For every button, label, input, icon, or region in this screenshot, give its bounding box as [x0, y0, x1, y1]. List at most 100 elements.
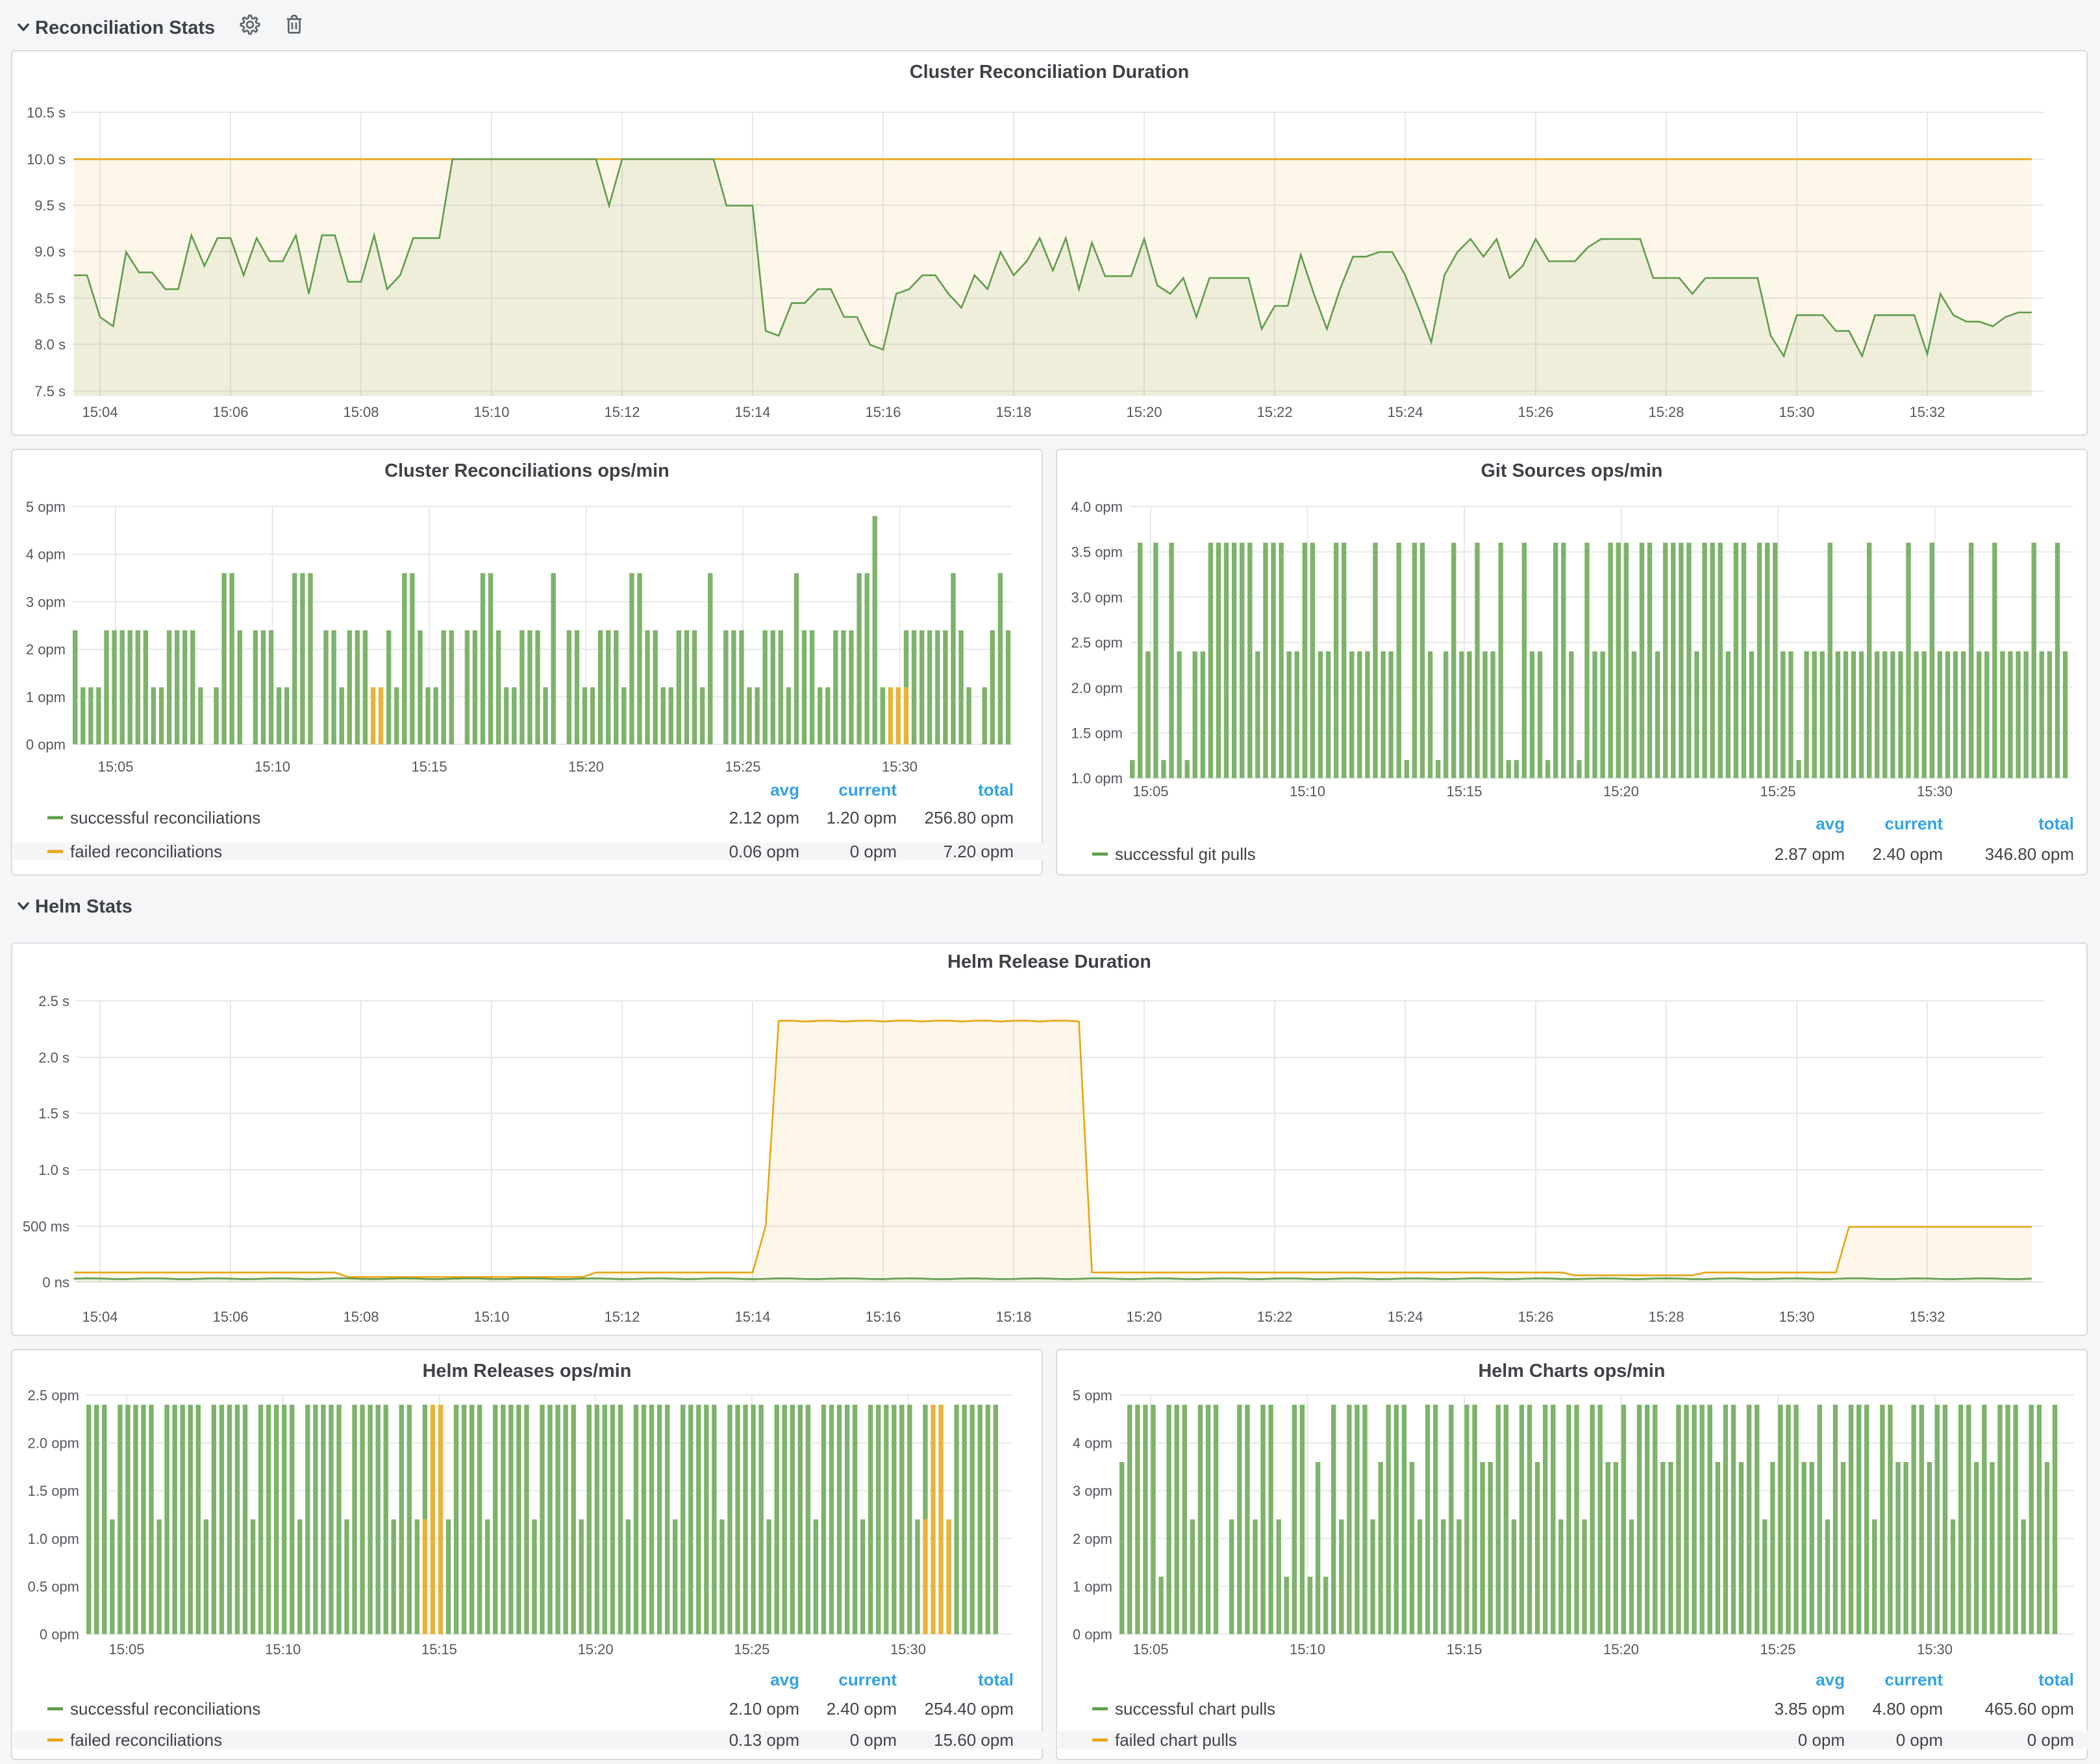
svg-text:8.0 s: 8.0 s	[34, 336, 66, 353]
svg-text:15:15: 15:15	[411, 759, 447, 775]
svg-text:1 opm: 1 opm	[1073, 1578, 1112, 1594]
svg-text:15:15: 15:15	[1446, 1641, 1482, 1657]
svg-text:7.20 opm: 7.20 opm	[944, 842, 1014, 861]
svg-text:0 opm: 0 opm	[26, 737, 66, 753]
svg-text:15:12: 15:12	[604, 1309, 640, 1325]
svg-text:5 opm: 5 opm	[26, 499, 66, 515]
svg-text:15:10: 15:10	[255, 759, 290, 775]
svg-text:15:25: 15:25	[1760, 783, 1795, 800]
svg-text:15:08: 15:08	[343, 404, 379, 420]
svg-text:9.5 s: 9.5 s	[34, 197, 66, 214]
svg-text:15:25: 15:25	[1760, 1641, 1795, 1657]
svg-text:15:24: 15:24	[1387, 404, 1423, 420]
svg-text:15:28: 15:28	[1648, 404, 1684, 420]
svg-text:500 ms: 500 ms	[23, 1218, 69, 1235]
svg-text:15:16: 15:16	[865, 404, 901, 420]
svg-text:254.40 opm: 254.40 opm	[925, 1699, 1014, 1719]
svg-text:4.80 opm: 4.80 opm	[1873, 1699, 1943, 1719]
svg-text:465.60 opm: 465.60 opm	[1985, 1699, 2074, 1719]
svg-text:total: total	[978, 1670, 1014, 1689]
svg-text:15:06: 15:06	[212, 404, 248, 420]
svg-text:2.0 opm: 2.0 opm	[28, 1435, 80, 1452]
svg-text:2.12 opm: 2.12 opm	[729, 808, 799, 827]
svg-text:3.5 opm: 3.5 opm	[1071, 544, 1123, 561]
svg-text:10.0 s: 10.0 s	[27, 151, 66, 168]
svg-text:0.5 opm: 0.5 opm	[28, 1578, 80, 1594]
svg-text:2.5 s: 2.5 s	[38, 993, 69, 1009]
svg-text:current: current	[1884, 1670, 1943, 1689]
svg-text:failed reconciliations: failed reconciliations	[70, 842, 222, 861]
svg-text:15:08: 15:08	[343, 1309, 379, 1325]
svg-text:15:15: 15:15	[421, 1641, 457, 1657]
svg-text:3.0 opm: 3.0 opm	[1071, 589, 1123, 605]
svg-text:0 opm: 0 opm	[2027, 1730, 2074, 1750]
svg-text:0 opm: 0 opm	[1896, 1730, 1943, 1750]
svg-text:successful reconciliations: successful reconciliations	[70, 808, 260, 827]
svg-text:15:04: 15:04	[82, 404, 118, 420]
svg-text:15:20: 15:20	[578, 1641, 614, 1657]
svg-text:15:14: 15:14	[734, 1309, 770, 1325]
svg-text:346.80 opm: 346.80 opm	[1985, 844, 2074, 864]
svg-text:avg: avg	[770, 780, 799, 800]
svg-text:successful git pulls: successful git pulls	[1115, 844, 1256, 864]
svg-text:successful reconciliations: successful reconciliations	[70, 1699, 260, 1719]
svg-text:2.0 opm: 2.0 opm	[1071, 680, 1123, 696]
svg-text:15:26: 15:26	[1518, 404, 1553, 420]
svg-text:15:20: 15:20	[1126, 404, 1162, 420]
svg-text:1.20 opm: 1.20 opm	[827, 808, 897, 827]
svg-text:15:14: 15:14	[734, 404, 770, 420]
svg-text:avg: avg	[1816, 1670, 1845, 1689]
svg-text:2 opm: 2 opm	[1073, 1531, 1112, 1547]
svg-text:15:30: 15:30	[882, 759, 918, 775]
svg-text:2.40 opm: 2.40 opm	[1873, 844, 1943, 864]
svg-text:256.80 opm: 256.80 opm	[925, 808, 1014, 827]
svg-text:15:32: 15:32	[1909, 404, 1945, 420]
svg-text:15:15: 15:15	[1446, 783, 1482, 800]
svg-text:15:10: 15:10	[1290, 1641, 1325, 1657]
svg-text:15:04: 15:04	[82, 1309, 118, 1325]
svg-text:0 opm: 0 opm	[1798, 1730, 1845, 1750]
svg-text:15:10: 15:10	[473, 404, 509, 420]
svg-text:1 opm: 1 opm	[26, 689, 66, 705]
svg-text:4 opm: 4 opm	[1073, 1435, 1112, 1452]
svg-text:15:22: 15:22	[1256, 1309, 1292, 1325]
svg-text:15:20: 15:20	[1603, 1641, 1639, 1657]
svg-text:0 ns: 0 ns	[42, 1274, 69, 1291]
svg-text:15:32: 15:32	[1909, 1309, 1945, 1325]
svg-text:0 opm: 0 opm	[40, 1626, 79, 1643]
svg-text:3.85 opm: 3.85 opm	[1775, 1699, 1845, 1719]
svg-text:15:24: 15:24	[1387, 1309, 1423, 1325]
svg-text:15:30: 15:30	[1779, 1309, 1814, 1325]
svg-text:1.0 opm: 1.0 opm	[1071, 770, 1123, 787]
svg-text:current: current	[1884, 814, 1943, 833]
svg-text:15:10: 15:10	[473, 1309, 509, 1325]
svg-text:15:28: 15:28	[1648, 1309, 1684, 1325]
svg-text:2.5 opm: 2.5 opm	[28, 1387, 80, 1404]
svg-text:15:20: 15:20	[1603, 783, 1639, 800]
svg-text:15:06: 15:06	[212, 1309, 248, 1325]
svg-text:2.87 opm: 2.87 opm	[1775, 844, 1845, 864]
svg-text:successful chart pulls: successful chart pulls	[1115, 1699, 1275, 1719]
svg-text:15:16: 15:16	[865, 1309, 901, 1325]
svg-text:15:30: 15:30	[1917, 1641, 1953, 1657]
svg-text:0.06 opm: 0.06 opm	[729, 842, 799, 861]
svg-text:failed reconciliations: failed reconciliations	[70, 1730, 222, 1750]
svg-text:15:25: 15:25	[725, 759, 760, 775]
svg-text:2.10 opm: 2.10 opm	[729, 1699, 799, 1719]
svg-text:1.5 s: 1.5 s	[38, 1105, 69, 1122]
svg-text:2 opm: 2 opm	[26, 642, 66, 658]
svg-text:total: total	[2038, 1670, 2074, 1689]
svg-text:15:05: 15:05	[1132, 1641, 1168, 1657]
svg-text:1.0 s: 1.0 s	[38, 1162, 69, 1178]
svg-text:current: current	[838, 1670, 897, 1689]
svg-text:2.5 opm: 2.5 opm	[1071, 635, 1123, 651]
svg-text:current: current	[838, 780, 897, 800]
svg-text:15:12: 15:12	[604, 404, 640, 420]
svg-text:10.5 s: 10.5 s	[27, 105, 66, 121]
svg-text:15:10: 15:10	[265, 1641, 301, 1657]
svg-text:1.0 opm: 1.0 opm	[28, 1531, 80, 1547]
svg-text:7.5 s: 7.5 s	[34, 383, 66, 399]
svg-text:0 opm: 0 opm	[1073, 1626, 1112, 1643]
svg-text:15:30: 15:30	[1779, 404, 1814, 420]
svg-text:15:05: 15:05	[1132, 783, 1168, 800]
